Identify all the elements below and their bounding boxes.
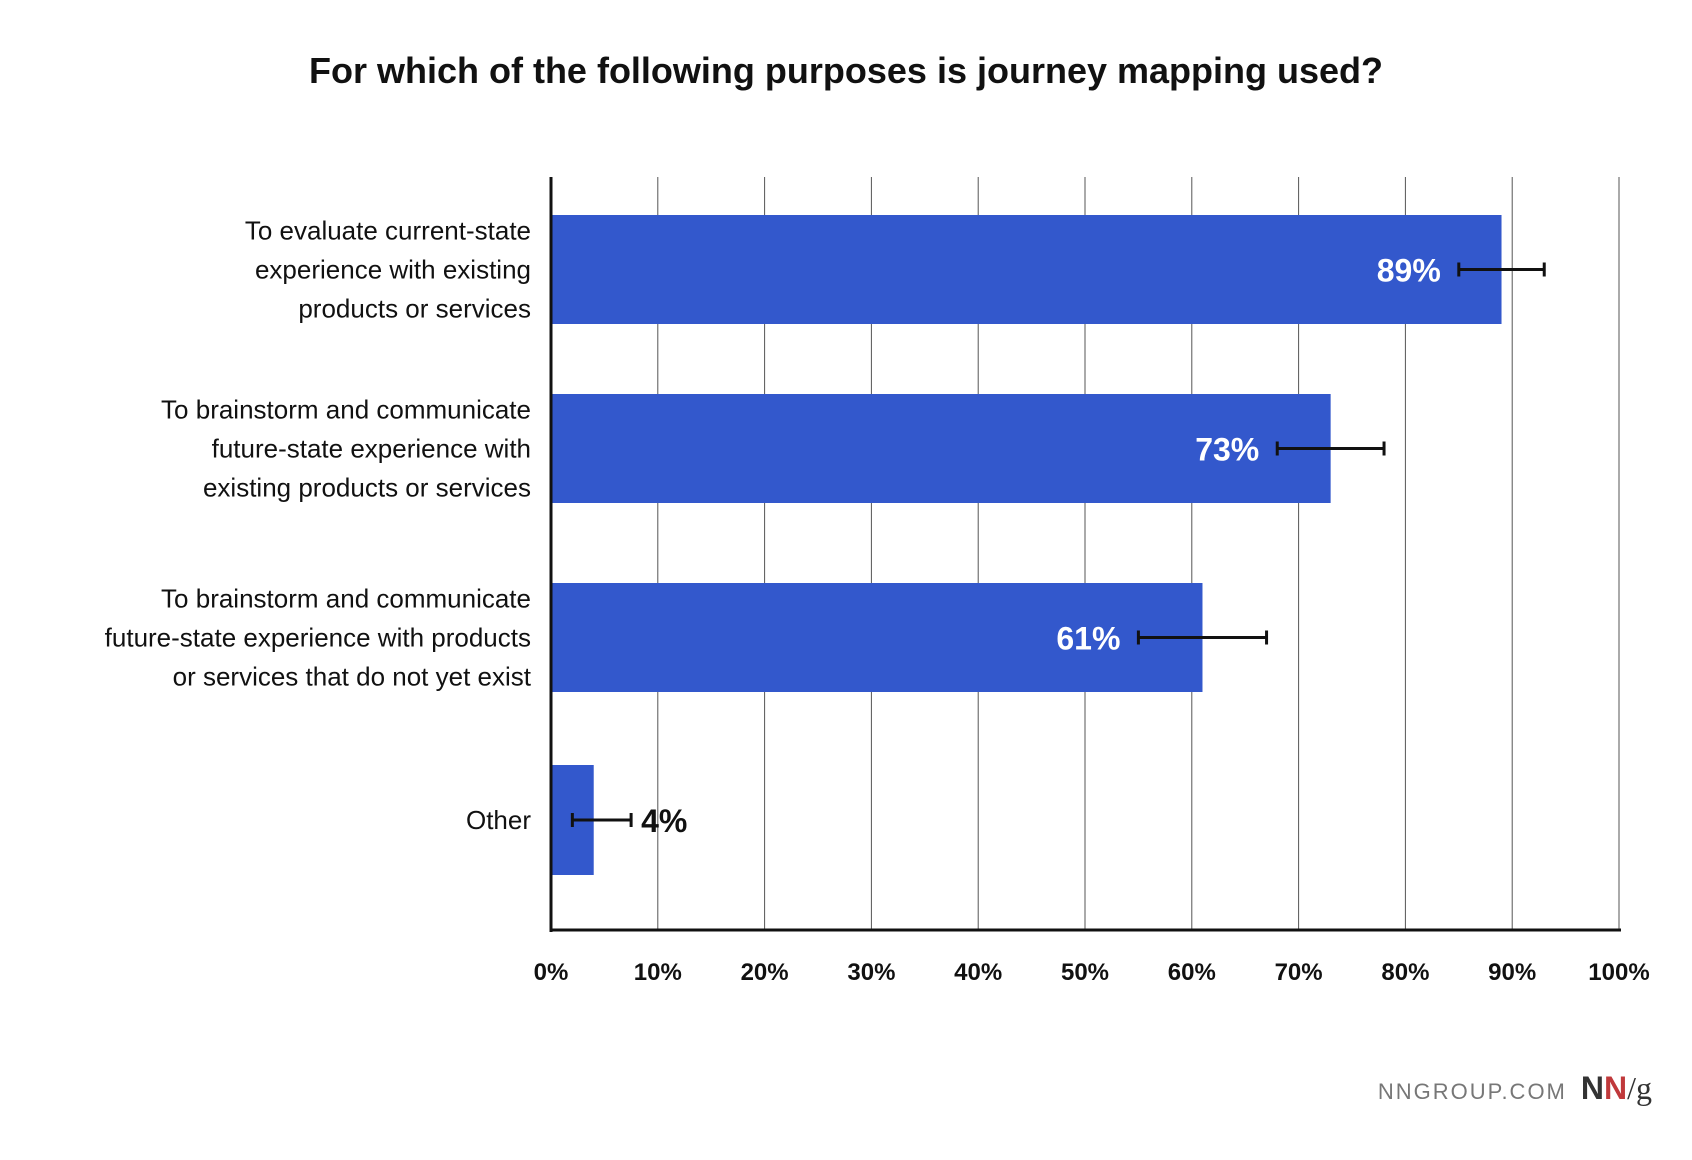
bar: [551, 215, 1502, 324]
category-label: To evaluate current-state: [245, 216, 531, 246]
x-tick-label: 90%: [1488, 959, 1536, 986]
site-url[interactable]: NNGROUP.COM: [1377, 1079, 1567, 1104]
category-label: To brainstorm and communicate: [161, 584, 531, 614]
x-tick-label: 60%: [1168, 959, 1216, 986]
bar: [551, 394, 1331, 503]
category-label: products or services: [298, 294, 531, 324]
data-label: 89%: [1377, 253, 1441, 289]
x-tick-label: 70%: [1275, 959, 1323, 986]
x-tick-label: 100%: [1588, 959, 1649, 986]
x-tick-label: 50%: [1061, 959, 1109, 986]
category-label: or services that do not yet exist: [173, 662, 532, 692]
x-tick-label: 40%: [954, 959, 1002, 986]
nng-logo: NN/g: [1580, 1070, 1652, 1106]
category-label: existing products or services: [203, 473, 531, 503]
x-tick-label: 0%: [534, 959, 569, 986]
x-tick-label: 20%: [741, 959, 789, 986]
category-label: experience with existing: [255, 255, 531, 285]
footer: NNGROUP.COM NN/g: [1378, 1070, 1652, 1107]
category-label: future-state experience with: [212, 434, 531, 464]
x-tick-label: 10%: [634, 959, 682, 986]
data-label: 61%: [1056, 621, 1120, 657]
data-label: 73%: [1195, 432, 1259, 468]
bar: [551, 583, 1203, 692]
category-label: To brainstorm and communicate: [161, 395, 531, 425]
category-label: Other: [466, 805, 531, 835]
x-tick-label: 30%: [847, 959, 895, 986]
x-tick-label: 80%: [1381, 959, 1429, 986]
chart-title: For which of the following purposes is j…: [308, 50, 1384, 91]
category-label: future-state experience with products: [105, 623, 531, 653]
data-label: 4%: [641, 803, 687, 839]
